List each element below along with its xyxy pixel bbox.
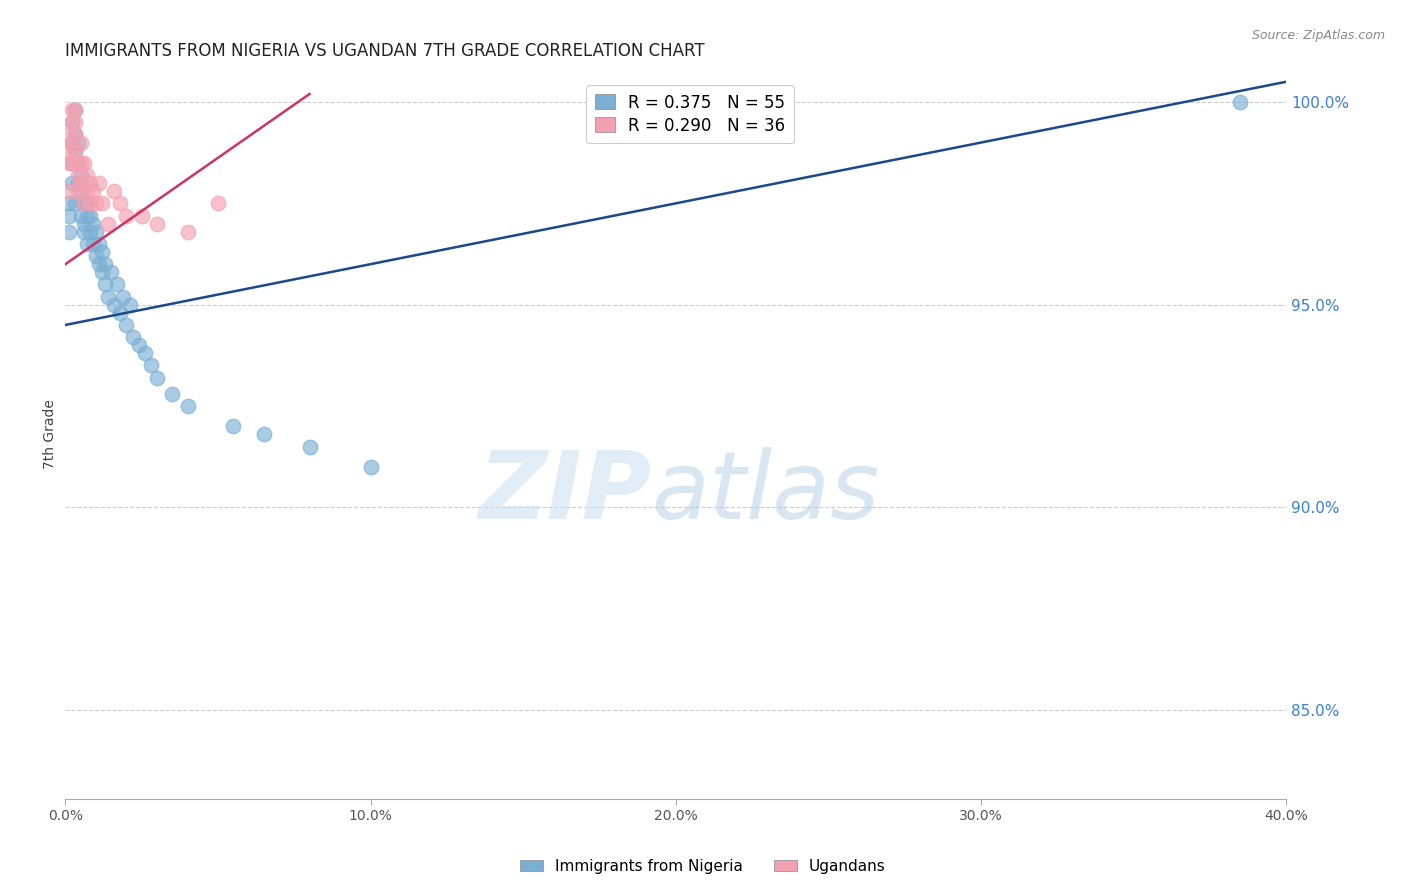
Point (60, 115, 83, 129)
Point (112, 289, 135, 303)
Point (139, 359, 162, 373)
Point (118, 298, 141, 312)
Point (58, 144, 80, 158)
Point (63, 144, 86, 158)
Point (58, 225, 80, 239)
Point (115, 209, 138, 223)
Point (73, 196, 96, 211)
Point (58, 128, 80, 142)
Point (131, 209, 153, 223)
Point (69, 209, 91, 223)
Point (63, 128, 86, 142)
Point (91, 265, 114, 279)
Point (87, 176, 110, 190)
Point (58, 196, 80, 211)
Point (66, 156, 89, 170)
Point (134, 346, 156, 360)
Point (105, 277, 128, 292)
Point (60, 136, 83, 150)
Point (60, 156, 83, 170)
Point (63, 128, 86, 142)
Point (76, 184, 98, 198)
Legend: R = 0.375   N = 55, R = 0.290   N = 36: R = 0.375 N = 55, R = 0.290 N = 36 (586, 86, 793, 143)
Point (76, 168, 98, 182)
Point (176, 399, 198, 413)
Point (94, 257, 117, 271)
Text: IMMIGRANTS FROM NIGERIA VS UGANDAN 7TH GRADE CORRELATION CHART: IMMIGRANTS FROM NIGERIA VS UGANDAN 7TH G… (66, 42, 704, 60)
Point (73, 196, 96, 211)
Point (69, 136, 91, 150)
Point (110, 196, 132, 211)
Point (60, 103, 83, 118)
Point (66, 156, 89, 170)
Point (60, 115, 83, 129)
Point (94, 277, 117, 292)
Point (162, 387, 184, 401)
Point (82, 184, 104, 198)
Point (58, 209, 80, 223)
Point (73, 156, 96, 170)
Text: atlas: atlas (651, 447, 880, 538)
Point (63, 115, 86, 129)
Point (84, 249, 107, 263)
Point (79, 196, 101, 211)
Point (76, 209, 98, 223)
Y-axis label: 7th Grade: 7th Grade (44, 400, 58, 469)
Point (79, 209, 101, 223)
Point (63, 144, 86, 158)
Point (58, 156, 80, 170)
Point (253, 427, 276, 442)
Point (360, 459, 382, 474)
Point (91, 245, 114, 260)
Point (66, 176, 89, 190)
Point (146, 370, 169, 384)
Point (82, 217, 104, 231)
Point (66, 184, 89, 198)
Point (76, 236, 98, 251)
Point (60, 176, 83, 190)
Point (63, 103, 86, 118)
Point (69, 184, 91, 198)
Point (60, 136, 83, 150)
Point (176, 225, 198, 239)
Point (103, 184, 125, 198)
Point (79, 225, 101, 239)
Point (110, 306, 132, 320)
Text: Source: ZipAtlas.com: Source: ZipAtlas.com (1251, 29, 1385, 42)
Point (63, 196, 86, 211)
Point (207, 196, 229, 211)
Point (121, 330, 143, 344)
Point (115, 318, 138, 332)
Point (66, 136, 89, 150)
Point (69, 176, 91, 190)
Legend: Immigrants from Nigeria, Ugandans: Immigrants from Nigeria, Ugandans (515, 853, 891, 880)
Point (87, 257, 110, 271)
Point (73, 217, 96, 231)
Point (128, 338, 150, 352)
Point (63, 103, 86, 118)
Point (69, 168, 91, 182)
Point (58, 184, 80, 198)
Text: ZIP: ZIP (478, 447, 651, 539)
Point (84, 225, 107, 239)
Point (87, 236, 110, 251)
Point (146, 217, 169, 231)
Point (222, 419, 245, 434)
Point (84, 196, 107, 211)
Point (100, 265, 122, 279)
Point (73, 225, 96, 239)
Point (82, 236, 104, 251)
Point (1229, 95, 1251, 109)
Point (97, 217, 120, 231)
Point (66, 168, 89, 182)
Point (91, 196, 114, 211)
Point (298, 440, 321, 454)
Point (103, 298, 125, 312)
Point (60, 156, 83, 170)
Point (76, 196, 98, 211)
Point (69, 156, 91, 170)
Point (97, 289, 120, 303)
Point (79, 176, 101, 190)
